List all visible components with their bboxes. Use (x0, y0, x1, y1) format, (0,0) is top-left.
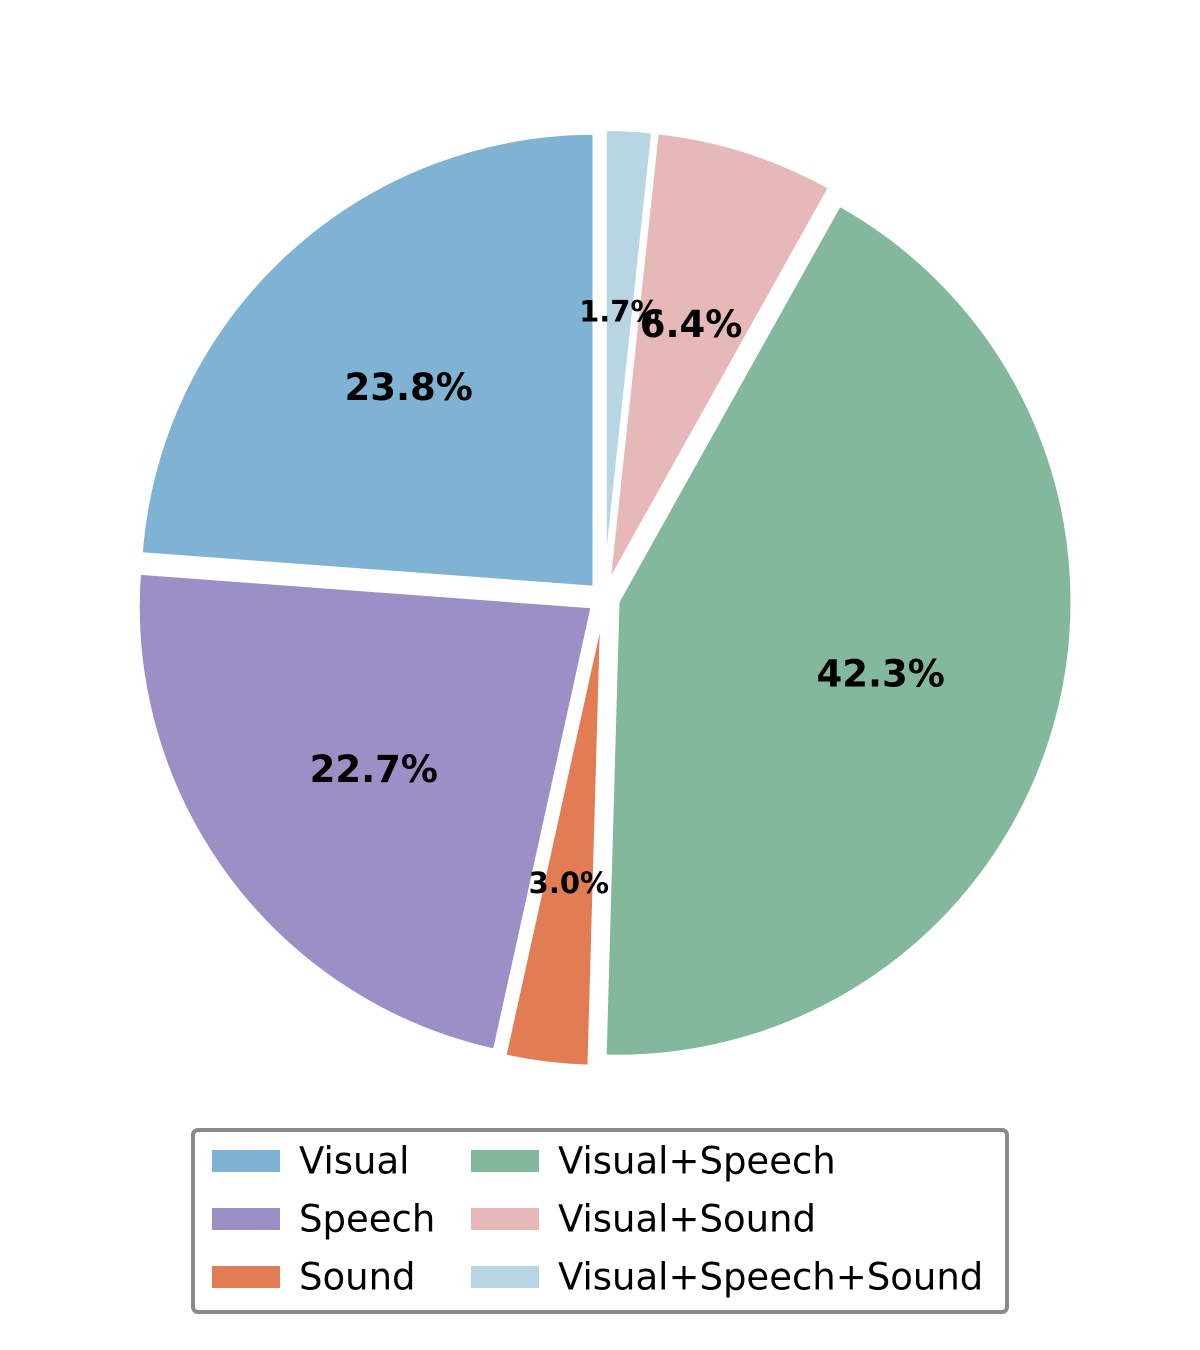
legend-swatch-visual-speech (471, 1150, 539, 1172)
pie-slice-visual-speech-sound (602, 127, 656, 587)
legend-label-visual: Visual (299, 1140, 409, 1183)
pie-slice-visual (138, 130, 597, 590)
legend-swatch-visual-speech-sound (471, 1266, 539, 1288)
legend-label-visual-speech-sound: Visual+Speech+Sound (558, 1256, 983, 1299)
slice-value-label-visual-speech: 42.3% (817, 653, 945, 696)
legend-label-speech: Speech (299, 1198, 435, 1241)
legend-swatch-visual-sound (471, 1208, 539, 1230)
slice-value-label-visual-speech-sound: 1.7% (579, 294, 659, 328)
legend-swatch-visual (212, 1150, 280, 1172)
pie-slice-visual-sound (606, 130, 833, 587)
slice-value-label-speech: 22.7% (310, 748, 438, 791)
legend-swatch-speech (212, 1208, 280, 1230)
slice-value-label-visual-sound: 6.4% (640, 303, 743, 346)
legend-swatch-sound (212, 1266, 280, 1288)
legend-label-visual-speech: Visual+Speech (558, 1140, 836, 1183)
legend-label-sound: Sound (299, 1256, 416, 1299)
pie-slice-speech (135, 570, 595, 1053)
pie-slices (135, 127, 1075, 1069)
slice-value-label-visual: 23.8% (345, 366, 473, 409)
pie-slice-visual-speech (602, 202, 1075, 1059)
legend-frame (191, 1128, 1009, 1314)
pie-slice-sound (502, 609, 605, 1069)
pie-slice-labels: 23.8% 22.7% 3.0% 42.3% 6.4%1.7% (310, 294, 945, 899)
legend-label-visual-sound: Visual+Sound (558, 1198, 816, 1241)
slice-value-label-sound: 3.0% (529, 866, 609, 900)
legend: Visual Speech Sound Visual+Speech Visual+Sou… (191, 1128, 1009, 1314)
